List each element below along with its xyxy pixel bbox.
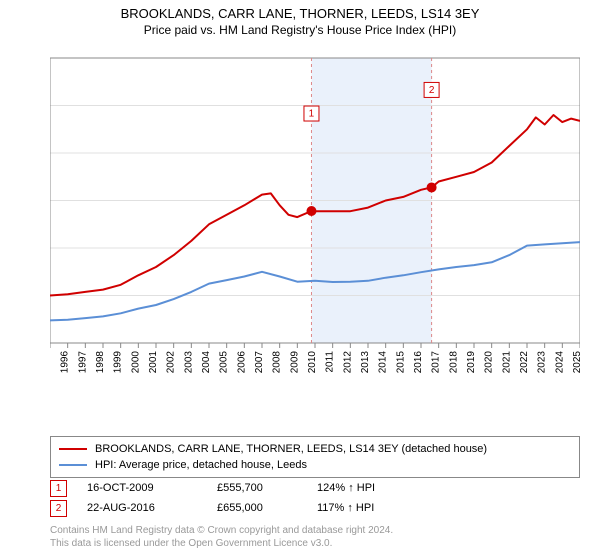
svg-text:1996: 1996 (60, 351, 71, 374)
svg-text:2015: 2015 (395, 351, 406, 374)
footer: Contains HM Land Registry data © Crown c… (50, 524, 580, 550)
annotation-pct-2: 117% ↑ HPI (317, 502, 417, 514)
legend-label-hpi: HPI: Average price, detached house, Leed… (95, 457, 307, 473)
annotation-row-2: 2 22-AUG-2016 £655,000 117% ↑ HPI (50, 498, 580, 518)
title-block: BROOKLANDS, CARR LANE, THORNER, LEEDS, L… (0, 0, 600, 37)
annotation-price-2: £655,000 (217, 502, 297, 514)
svg-text:2019: 2019 (466, 351, 477, 374)
svg-text:2005: 2005 (219, 351, 230, 374)
annotation-row-1: 1 16-OCT-2009 £555,700 124% ↑ HPI (50, 478, 580, 498)
legend-item-subject: BROOKLANDS, CARR LANE, THORNER, LEEDS, L… (59, 441, 571, 457)
svg-text:2022: 2022 (519, 351, 530, 374)
svg-text:1997: 1997 (77, 351, 88, 374)
svg-text:2014: 2014 (378, 351, 389, 374)
svg-text:2: 2 (429, 85, 435, 96)
svg-text:2024: 2024 (554, 351, 565, 374)
svg-text:2002: 2002 (166, 351, 177, 374)
legend-item-hpi: HPI: Average price, detached house, Leed… (59, 457, 571, 473)
svg-text:2008: 2008 (272, 351, 283, 374)
footer-line-1: Contains HM Land Registry data © Crown c… (50, 524, 580, 537)
legend: BROOKLANDS, CARR LANE, THORNER, LEEDS, L… (50, 436, 580, 478)
svg-text:2006: 2006 (236, 351, 247, 374)
svg-text:2004: 2004 (201, 351, 212, 374)
annotation-marker-2: 2 (50, 500, 67, 517)
svg-text:1995: 1995 (50, 351, 53, 374)
svg-text:2000: 2000 (130, 351, 141, 374)
svg-text:2013: 2013 (360, 351, 371, 374)
annotation-marker-1: 1 (50, 480, 67, 497)
svg-text:2003: 2003 (183, 351, 194, 374)
svg-text:2017: 2017 (431, 351, 442, 374)
annotation-table: 1 16-OCT-2009 £555,700 124% ↑ HPI 2 22-A… (50, 478, 580, 518)
legend-swatch-hpi (59, 464, 87, 466)
svg-text:2023: 2023 (537, 351, 548, 374)
main-title: BROOKLANDS, CARR LANE, THORNER, LEEDS, L… (0, 6, 600, 21)
svg-text:2018: 2018 (448, 351, 459, 374)
svg-text:2009: 2009 (289, 351, 300, 374)
svg-text:2010: 2010 (307, 351, 318, 374)
svg-text:2025: 2025 (572, 351, 580, 374)
svg-text:2007: 2007 (254, 351, 265, 374)
svg-text:2001: 2001 (148, 351, 159, 374)
svg-text:1999: 1999 (113, 351, 124, 374)
line-chart: £0£200K£400K£600K£800K£1M£1.2M1995199619… (50, 48, 580, 398)
svg-text:1998: 1998 (95, 351, 106, 374)
legend-swatch-subject (59, 448, 87, 450)
annotation-date-1: 16-OCT-2009 (87, 482, 197, 494)
svg-text:2020: 2020 (484, 351, 495, 374)
legend-label-subject: BROOKLANDS, CARR LANE, THORNER, LEEDS, L… (95, 441, 487, 457)
sub-title: Price paid vs. HM Land Registry's House … (0, 23, 600, 37)
svg-text:2011: 2011 (325, 351, 336, 373)
annotation-price-1: £555,700 (217, 482, 297, 494)
svg-text:2016: 2016 (413, 351, 424, 374)
svg-text:1: 1 (309, 109, 315, 120)
svg-text:2021: 2021 (501, 351, 512, 374)
annotation-date-2: 22-AUG-2016 (87, 502, 197, 514)
svg-text:2012: 2012 (342, 351, 353, 374)
footer-line-2: This data is licensed under the Open Gov… (50, 537, 580, 550)
annotation-pct-1: 124% ↑ HPI (317, 482, 417, 494)
